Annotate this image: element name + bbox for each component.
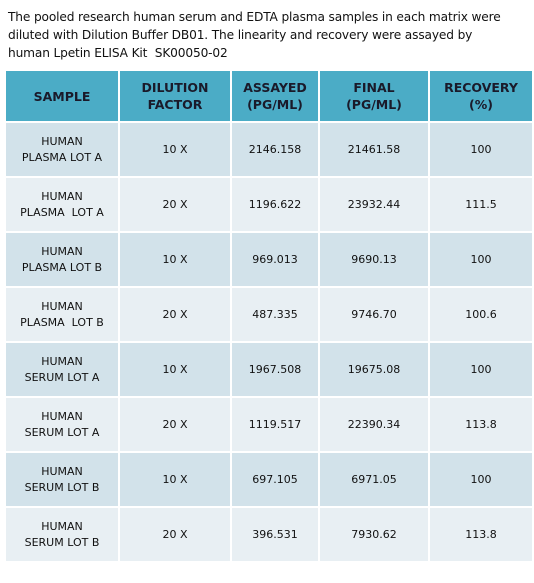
- table-cell: 19675.08: [320, 343, 428, 396]
- cell-line: SERUM LOT B: [24, 480, 100, 494]
- table-cell: 1967.508: [232, 343, 318, 396]
- table-cell: 100: [430, 453, 532, 506]
- cell-line: SERUM LOT B: [24, 535, 100, 549]
- table-cell: 9690.13: [320, 233, 428, 286]
- cell-line: DILUTION: [141, 80, 209, 95]
- cell-line: FACTOR: [147, 97, 203, 112]
- cell-line: FINAL: [353, 80, 395, 95]
- table-cell: HUMAN PLASMA LOT A: [6, 178, 118, 231]
- table-cell: HUMAN SERUM LOT B: [6, 453, 118, 506]
- table-cell: 396.531: [232, 508, 318, 561]
- cell-line: SERUM LOT A: [24, 425, 100, 439]
- table-cell: 100: [430, 123, 532, 176]
- table-cell: 1119.517: [232, 398, 318, 451]
- table-cell: 969.013: [232, 233, 318, 286]
- cell-line: SERUM LOT A: [24, 370, 100, 384]
- header-cell: ASSAYED (PG/ML): [232, 71, 318, 121]
- intro-line: The pooled research human serum and EDTA…: [8, 10, 501, 24]
- table-cell: 100: [430, 343, 532, 396]
- header-row: SAMPLE DILUTION FACTOR ASSAYED (PG/ML) FINAL (…: [6, 71, 532, 121]
- cell-line: PLASMA LOT B: [20, 315, 104, 329]
- table-cell: 10 X: [120, 123, 230, 176]
- table-row: HUMAN SERUM LOT A 10 X 1967.508 19675.08 100: [6, 343, 532, 396]
- table-cell: HUMAN PLASMA LOT B: [6, 233, 118, 286]
- cell-line: ASSAYED: [243, 80, 307, 95]
- cell-line: (%): [469, 97, 493, 112]
- table-cell: 113.8: [430, 398, 532, 451]
- cell-line: RECOVERY: [444, 80, 518, 95]
- intro-line: diluted with Dilution Buffer DB01. The l…: [8, 28, 473, 42]
- header-cell: FINAL (PG/ML): [320, 71, 428, 121]
- header-cell: SAMPLE: [6, 71, 118, 121]
- table-cell: 10 X: [120, 343, 230, 396]
- cell-line: HUMAN: [41, 354, 83, 368]
- table-cell: 2146.158: [232, 123, 318, 176]
- cell-line: HUMAN: [41, 134, 83, 148]
- table-cell: HUMAN SERUM LOT A: [6, 398, 118, 451]
- table-cell: 23932.44: [320, 178, 428, 231]
- table-row: HUMAN PLASMA LOT B 10 X 969.013 9690.13 100: [6, 233, 532, 286]
- table-row: HUMAN PLASMA LOT A 20 X 1196.622 23932.44 111…: [6, 178, 532, 231]
- cell-line: (PG/ML): [346, 97, 402, 112]
- table-cell: HUMAN PLASMA LOT B: [6, 288, 118, 341]
- cell-line: PLASMA LOT B: [21, 260, 103, 274]
- table-cell: 10 X: [120, 233, 230, 286]
- table-cell: 20 X: [120, 398, 230, 451]
- table-cell: 10 X: [120, 453, 230, 506]
- cell-line: (PG/ML): [247, 97, 303, 112]
- cell-line: HUMAN: [41, 519, 83, 533]
- table-cell: 6971.05: [320, 453, 428, 506]
- table-cell: 9746.70: [320, 288, 428, 341]
- table-cell: 7930.62: [320, 508, 428, 561]
- table-row: HUMAN SERUM LOT A 20 X 1119.517 22390.34 113.…: [6, 398, 532, 451]
- table-body: HUMAN PLASMA LOT A 10 X 2146.158 21461.58 100…: [6, 123, 532, 561]
- table-cell: 1196.622: [232, 178, 318, 231]
- table-cell: 21461.58: [320, 123, 428, 176]
- cell-line: PLASMA LOT A: [20, 205, 104, 219]
- table-cell: 487.335: [232, 288, 318, 341]
- table-cell: 111.5: [430, 178, 532, 231]
- cell-line: PLASMA LOT A: [21, 150, 103, 164]
- cell-line: HUMAN: [41, 299, 83, 313]
- data-table: SAMPLE DILUTION FACTOR ASSAYED (PG/ML) FINAL (…: [4, 69, 534, 563]
- cell-line: HUMAN: [41, 189, 83, 203]
- table-row: HUMAN PLASMA LOT A 10 X 2146.158 21461.58 100: [6, 123, 532, 176]
- intro-line: human Lpetin ELISA Kit SK00050-02: [8, 46, 228, 60]
- cell-line: SAMPLE: [33, 88, 91, 104]
- table-row: HUMAN PLASMA LOT B 20 X 487.335 9746.70 100.6: [6, 288, 532, 341]
- cell-line: HUMAN: [41, 464, 83, 478]
- table-cell: HUMAN SERUM LOT B: [6, 508, 118, 561]
- table-cell: 100: [430, 233, 532, 286]
- table-cell: HUMAN SERUM LOT A: [6, 343, 118, 396]
- intro-text: The pooled research human serum and EDTA…: [8, 8, 501, 62]
- table-cell: 20 X: [120, 288, 230, 341]
- table-cell: 100.6: [430, 288, 532, 341]
- cell-line: HUMAN: [41, 244, 83, 258]
- table-row: HUMAN SERUM LOT B 10 X 697.105 6971.05 100: [6, 453, 532, 506]
- header-cell: RECOVERY (%): [430, 71, 532, 121]
- table-cell: 20 X: [120, 178, 230, 231]
- table-cell: 22390.34: [320, 398, 428, 451]
- table-cell: 697.105: [232, 453, 318, 506]
- cell-line: HUMAN: [41, 409, 83, 423]
- table-cell: 113.8: [430, 508, 532, 561]
- header-cell: DILUTION FACTOR: [120, 71, 230, 121]
- table-cell: 20 X: [120, 508, 230, 561]
- table-row: HUMAN SERUM LOT B 20 X 396.531 7930.62 113.8: [6, 508, 532, 561]
- table-cell: HUMAN PLASMA LOT A: [6, 123, 118, 176]
